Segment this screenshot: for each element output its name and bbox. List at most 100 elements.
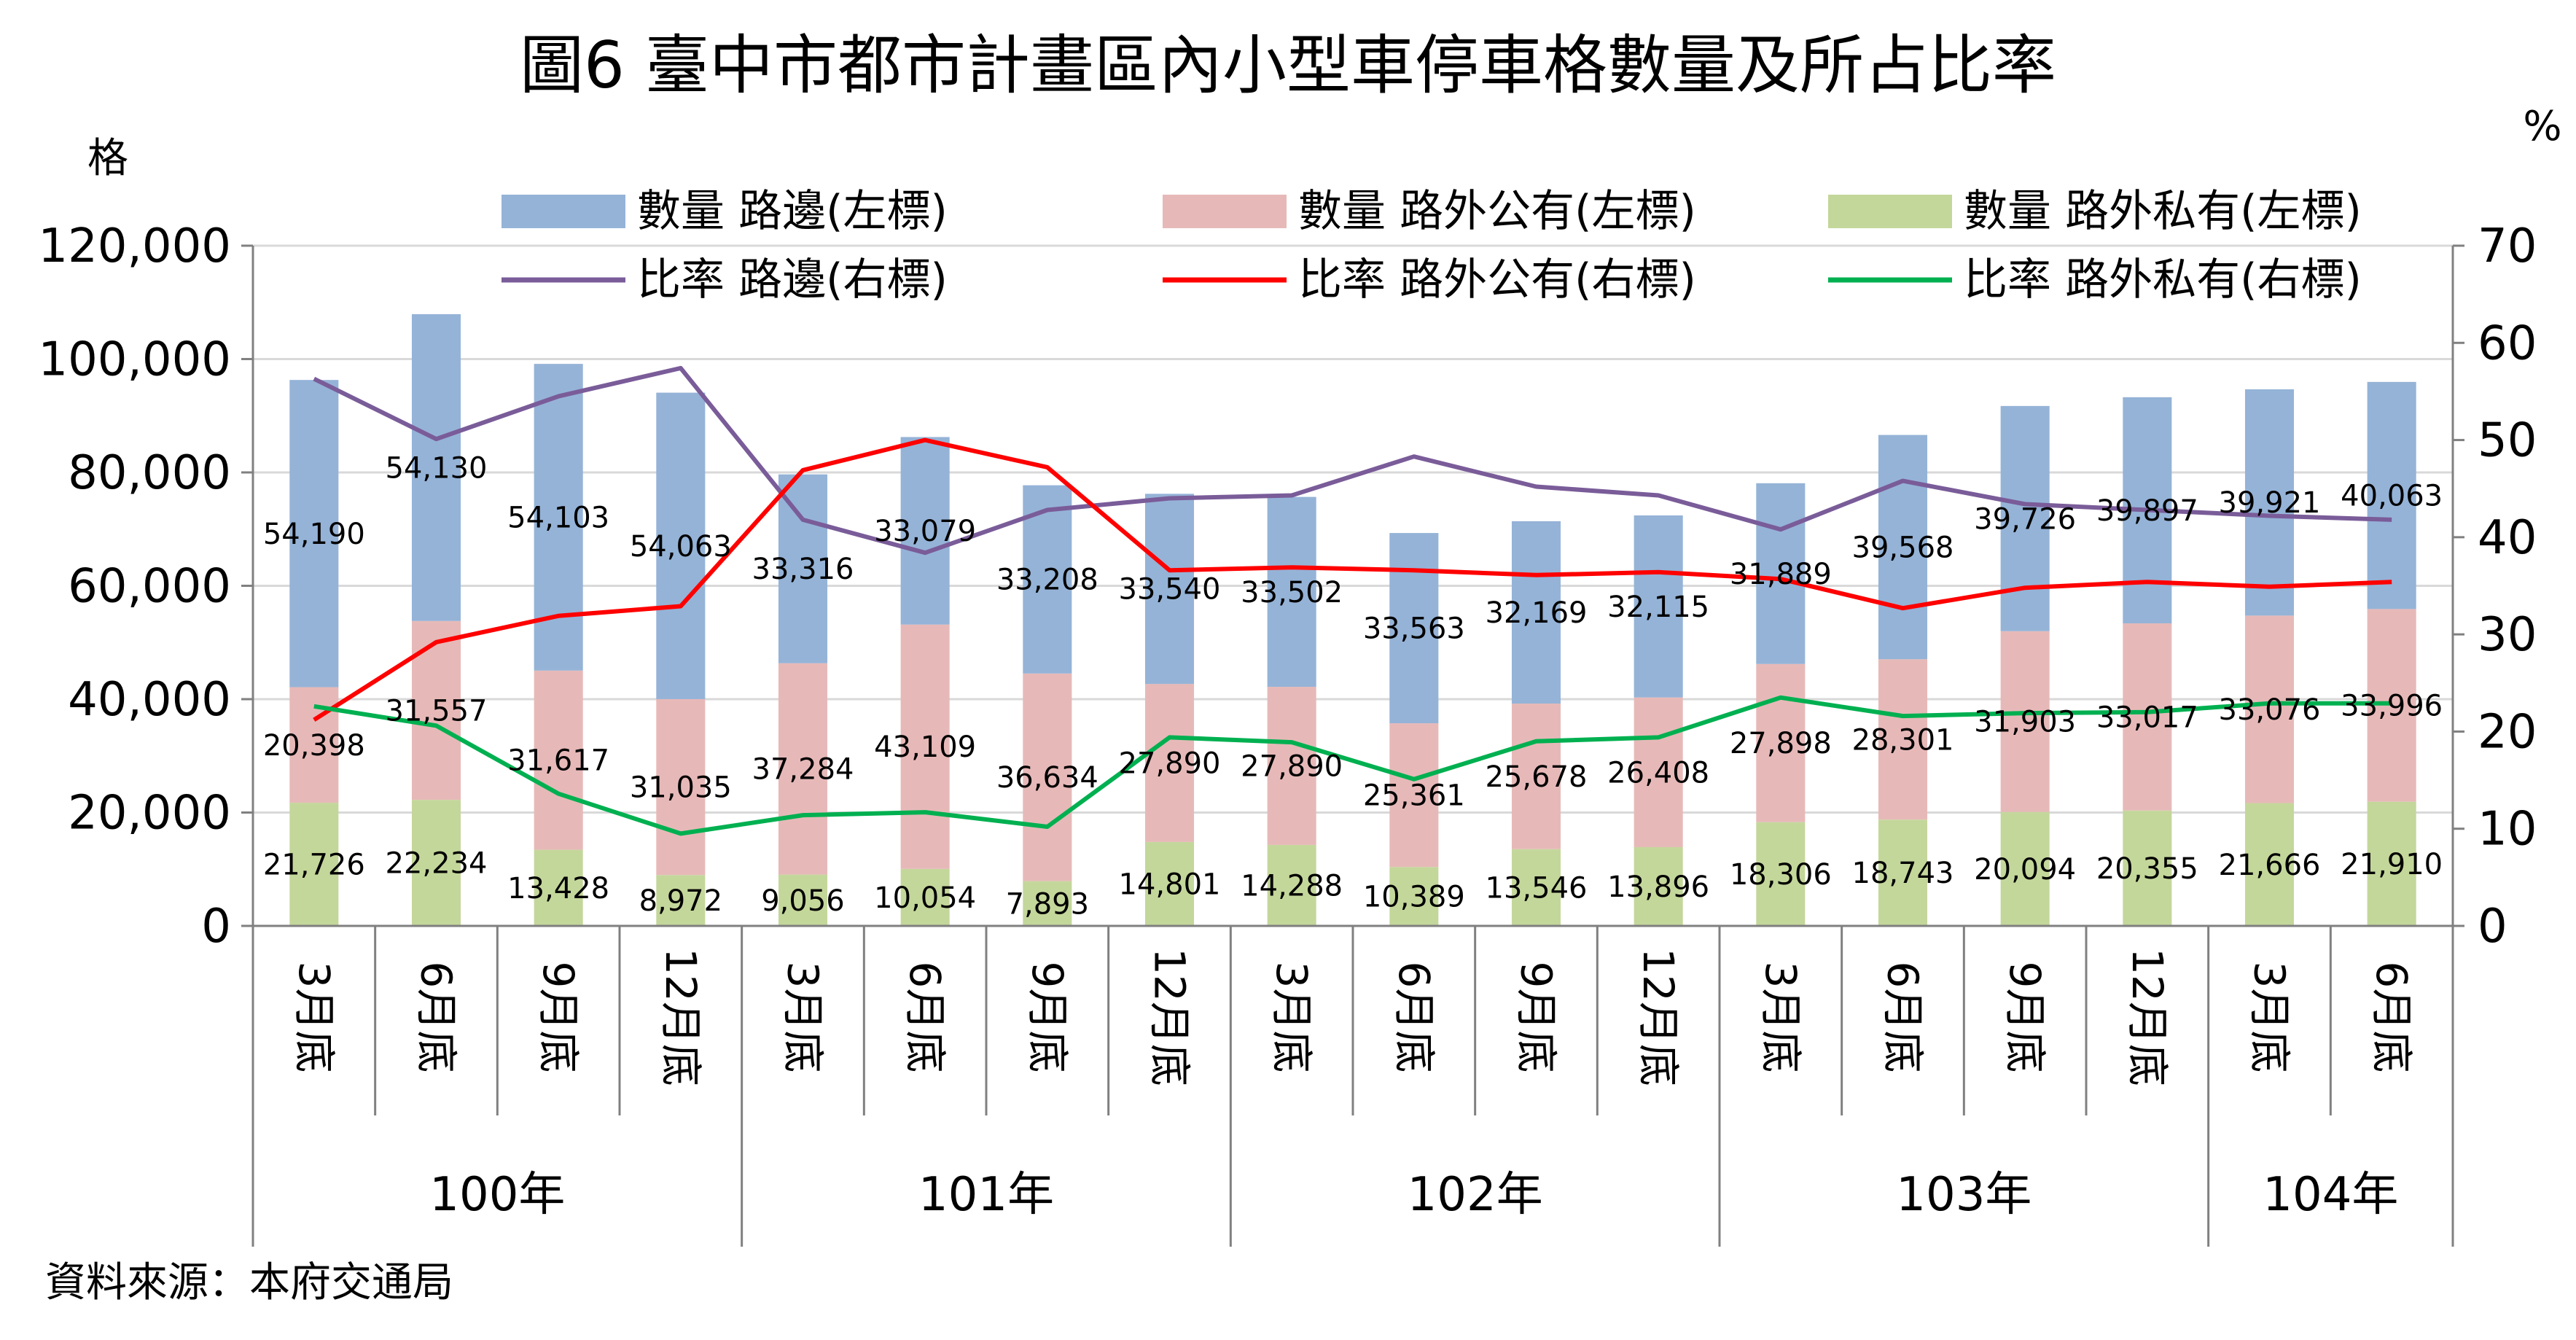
y2-tick-label: 40 xyxy=(2478,511,2537,565)
data-label: 39,897 xyxy=(2096,494,2198,528)
bar-segment xyxy=(289,803,339,926)
legend-label: 數量 路外私有(左標) xyxy=(1964,186,2362,237)
data-label: 31,557 xyxy=(386,694,488,728)
data-label: 14,288 xyxy=(1241,869,1343,903)
bar-segment xyxy=(2244,389,2295,616)
x-tick-label: 9月底 xyxy=(534,962,583,1073)
bar-segment xyxy=(1144,841,1195,926)
bar-segment xyxy=(1511,521,1561,704)
x-tick-label: 12月底 xyxy=(1145,948,1195,1086)
x-tick-label: 9月底 xyxy=(1512,962,1561,1073)
legend-swatch xyxy=(1163,195,1287,228)
data-label: 39,726 xyxy=(1974,502,2076,536)
bar-segment xyxy=(289,380,339,687)
group-label: 103年 xyxy=(1896,1168,2031,1222)
data-label: 13,428 xyxy=(507,872,609,905)
bar-segment xyxy=(2367,801,2416,926)
data-label: 40,063 xyxy=(2341,480,2443,513)
y2-tick-label: 0 xyxy=(2478,900,2507,954)
y-tick-label: 60,000 xyxy=(68,560,231,614)
x-tick-label: 6月底 xyxy=(900,962,950,1073)
data-label: 33,208 xyxy=(996,564,1098,597)
data-labels: 21,726 22,234 13,428 8,972 9,056 10,054 7,893 1… xyxy=(263,451,2443,921)
bar-segment xyxy=(900,437,950,625)
bar-segment xyxy=(2244,803,2295,926)
data-label: 7,893 xyxy=(1006,887,1090,921)
bar-segment xyxy=(1634,846,1683,926)
bar-segment xyxy=(2123,623,2172,811)
bar-segment xyxy=(1144,494,1195,685)
data-label: 31,617 xyxy=(507,744,609,778)
data-label: 28,301 xyxy=(1852,723,1954,757)
data-label: 54,063 xyxy=(630,530,732,564)
data-label: 37,284 xyxy=(752,753,854,787)
bar-segment xyxy=(1023,673,1072,881)
data-label: 10,054 xyxy=(874,881,976,915)
data-label: 32,115 xyxy=(1607,591,1709,624)
data-label: 27,898 xyxy=(1730,727,1832,760)
y2-tick-label: 20 xyxy=(2478,705,2537,759)
bar-segment xyxy=(1756,822,1806,926)
y2-tick-label: 50 xyxy=(2478,414,2537,468)
data-label: 32,169 xyxy=(1486,596,1588,630)
data-label: 33,316 xyxy=(752,553,854,586)
data-label: 33,540 xyxy=(1119,573,1221,607)
data-label: 54,103 xyxy=(507,501,609,534)
bar-segment xyxy=(1878,435,1928,660)
data-label: 13,896 xyxy=(1607,870,1709,904)
bar-segment xyxy=(411,313,461,621)
bar-segment xyxy=(1267,844,1316,926)
group-label: 104年 xyxy=(2263,1168,2398,1222)
series-line xyxy=(313,695,2392,836)
data-label: 21,726 xyxy=(263,849,365,882)
y2-tick-label: 30 xyxy=(2478,608,2537,662)
bar-segment xyxy=(656,875,706,926)
data-label: 31,889 xyxy=(1730,558,1832,591)
data-label: 20,094 xyxy=(1974,853,2076,887)
bar-segment xyxy=(1511,704,1561,849)
legend-swatch xyxy=(501,195,625,228)
data-label: 27,890 xyxy=(1241,749,1343,783)
y-tick-label: 40,000 xyxy=(68,673,231,727)
legend: 數量 路邊(左標) 數量 路外公有(左標) 數量 路外私有(左標) 比率 路邊(右標)… xyxy=(501,186,2362,305)
x-tick-label: 6月底 xyxy=(1389,962,1439,1073)
x-tick-label: 3月底 xyxy=(289,962,339,1073)
chart-title: 圖6 臺中市都市計畫區內小型車停車格數量及所占比率 xyxy=(520,28,2056,103)
x-tick-label: 6月底 xyxy=(412,962,461,1073)
legend-swatch xyxy=(1828,195,1952,228)
legend-label: 比率 路邊(右標) xyxy=(637,254,948,305)
data-label: 20,398 xyxy=(263,729,365,763)
y2-tick-label: 10 xyxy=(2478,803,2537,857)
data-label: 18,306 xyxy=(1730,858,1832,892)
group-label: 102年 xyxy=(1408,1168,1543,1222)
bar-segment xyxy=(1389,867,1439,926)
data-label: 33,563 xyxy=(1363,612,1465,646)
x-tick-label: 6月底 xyxy=(2367,962,2416,1073)
data-label: 27,890 xyxy=(1119,747,1221,780)
data-label: 31,035 xyxy=(630,771,732,805)
bar-segment xyxy=(1144,684,1195,842)
group-label: 100年 xyxy=(429,1168,565,1222)
data-label: 33,076 xyxy=(2219,693,2321,727)
legend-label: 比率 路外公有(右標) xyxy=(1298,254,1696,305)
data-label: 9,056 xyxy=(761,884,845,918)
x-tick-label: 12月底 xyxy=(2123,948,2172,1086)
series-line xyxy=(313,437,2392,722)
bar-segment xyxy=(778,874,828,926)
data-label: 31,903 xyxy=(1974,706,2076,739)
bar-segment xyxy=(1389,723,1439,868)
ratio-lines xyxy=(313,365,2392,836)
data-label: 33,502 xyxy=(1241,576,1343,609)
bar-segment xyxy=(656,698,706,876)
group-label: 101年 xyxy=(918,1168,1054,1222)
data-label: 8,972 xyxy=(639,884,723,918)
x-tick-label: 3月底 xyxy=(778,962,828,1073)
bar-segment xyxy=(1634,697,1683,847)
data-label: 21,910 xyxy=(2341,848,2443,881)
x-tick-label: 3月底 xyxy=(1267,962,1316,1073)
x-tick-label: 6月底 xyxy=(1878,962,1928,1073)
data-label: 39,568 xyxy=(1852,531,1954,564)
bar-segment xyxy=(656,392,706,699)
axes: 0 20,000 40,000 60,000 80,000 100,000 120,000 0… xyxy=(38,219,2537,1247)
